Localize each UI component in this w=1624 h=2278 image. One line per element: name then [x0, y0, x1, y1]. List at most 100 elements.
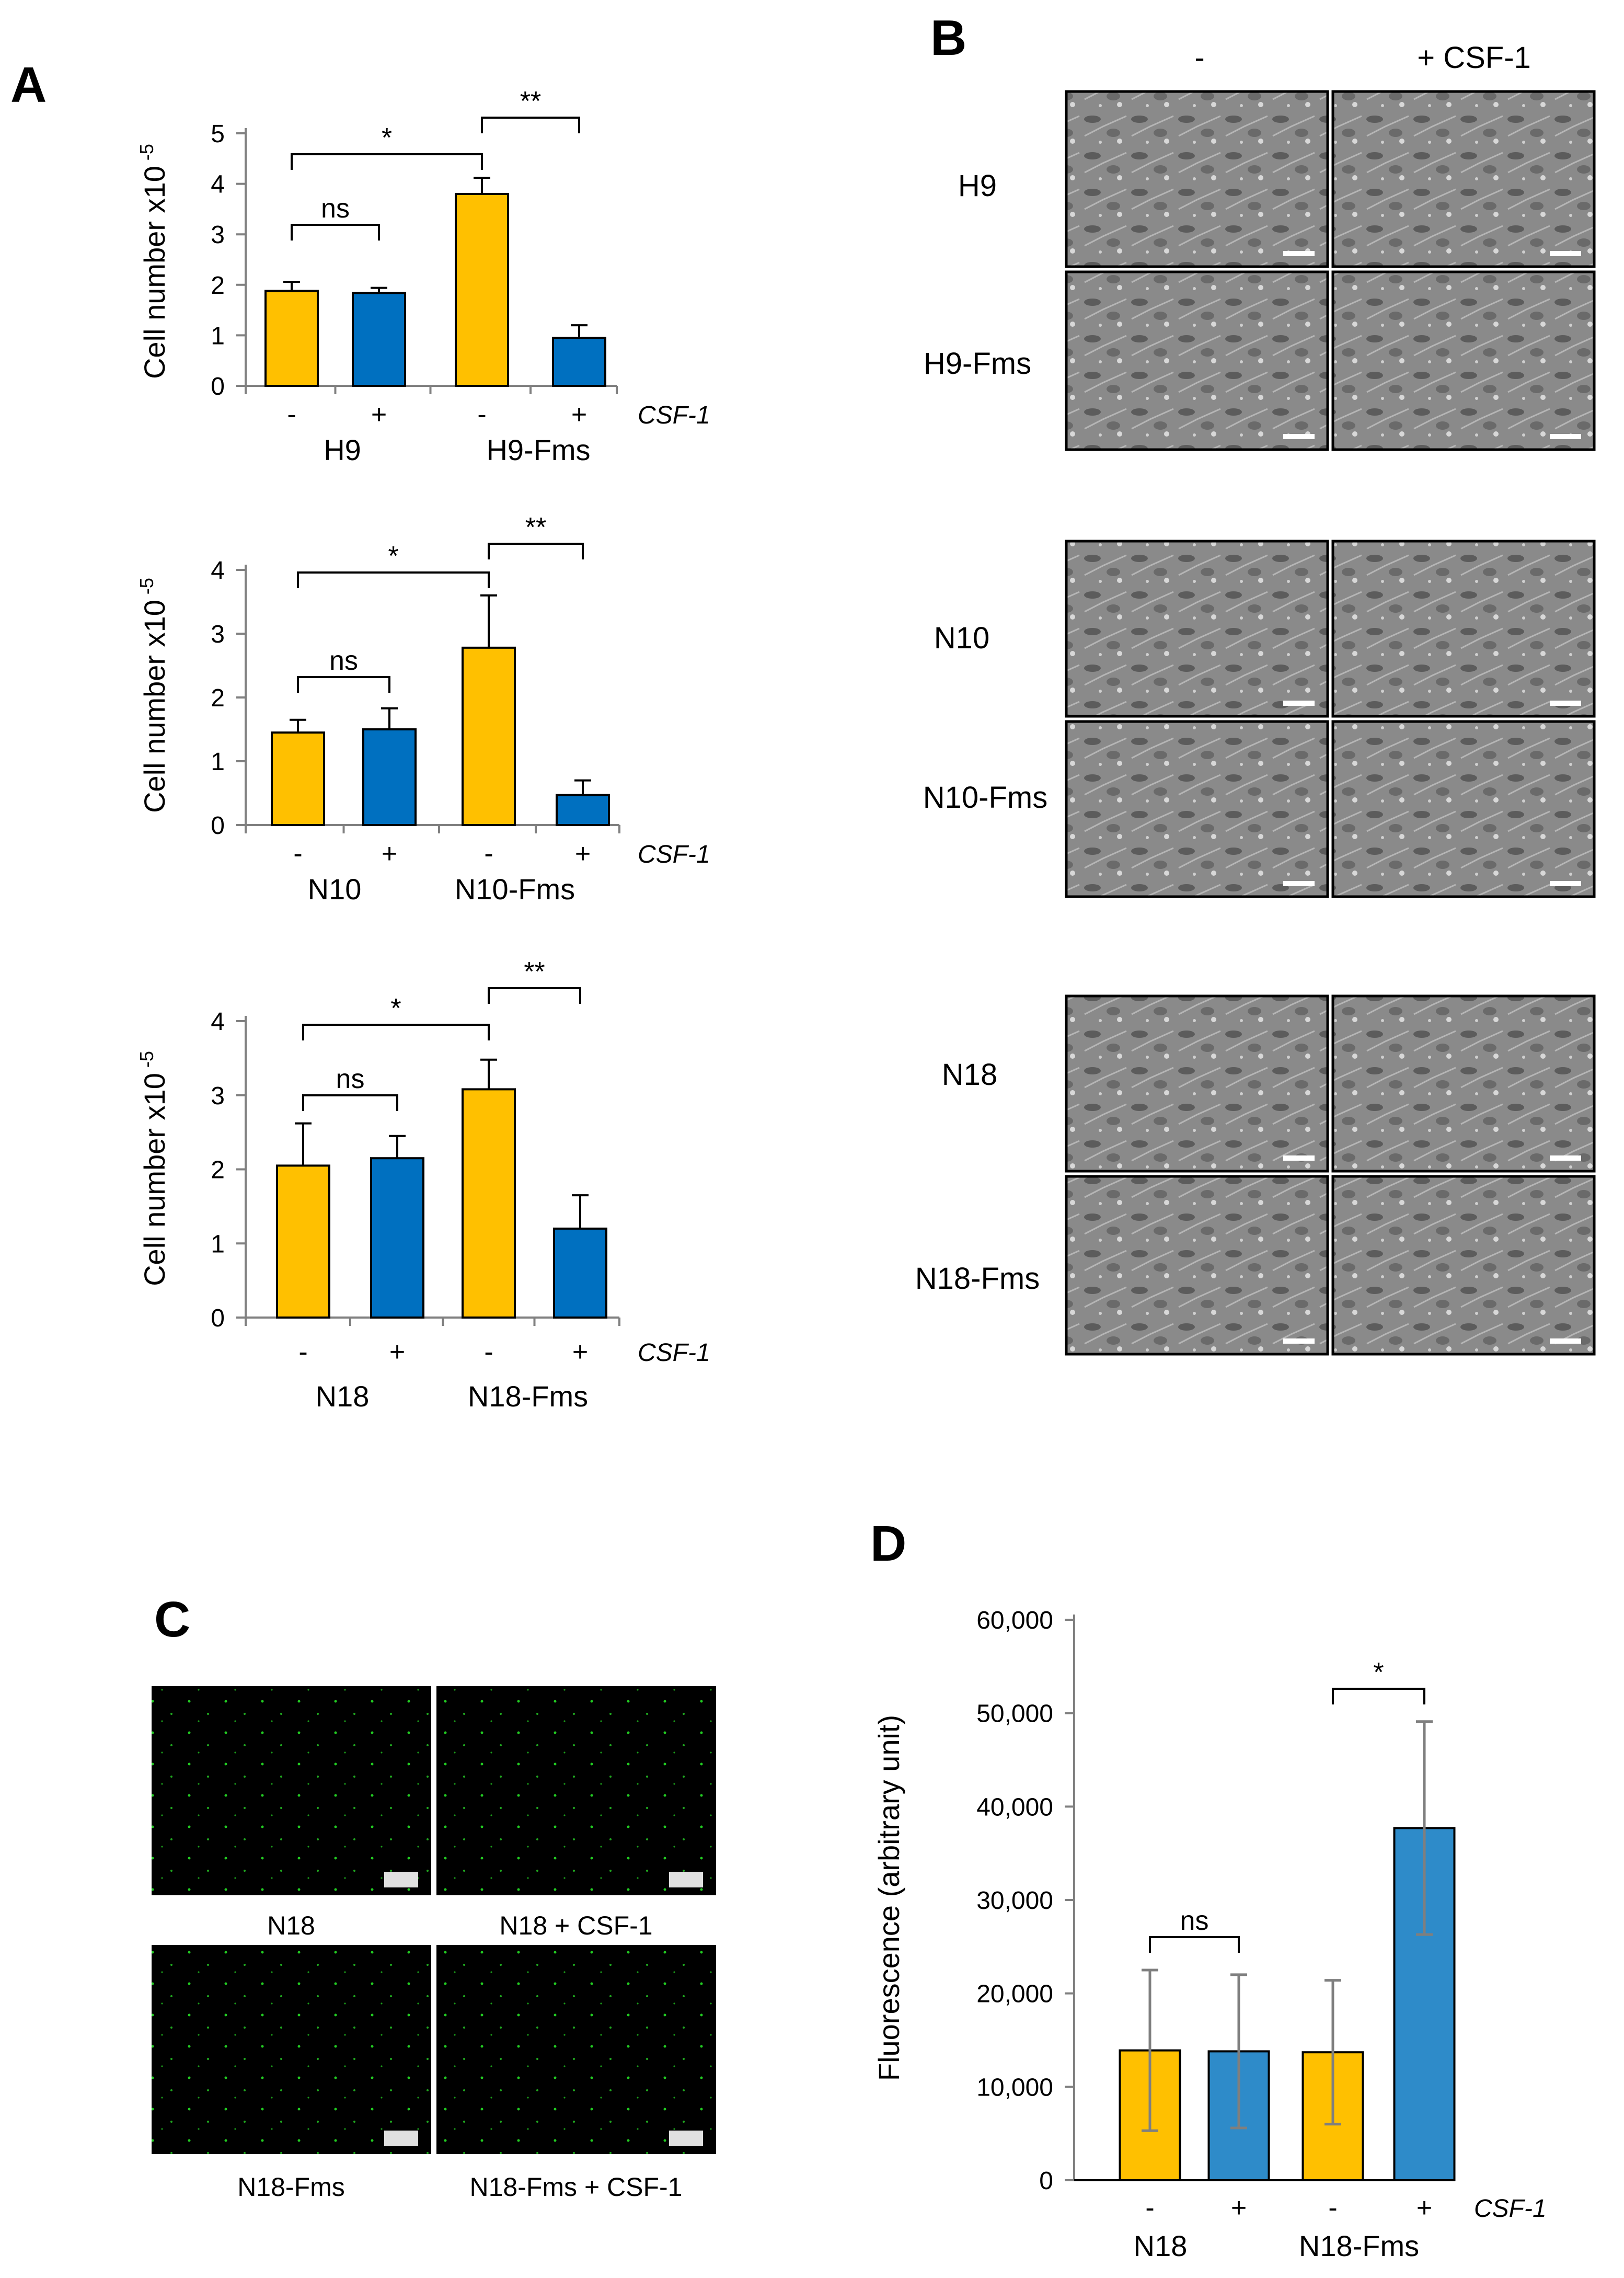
- error-bar: [1416, 1720, 1433, 1936]
- group-label: N10-Fms: [455, 873, 575, 906]
- factor-label: CSF-1: [638, 402, 710, 429]
- y-tick-label: 2: [211, 684, 225, 712]
- y-axis-exponent: -5: [136, 144, 157, 161]
- chart-a-h9: 0 1 2 3 4 5 Cell number x10-5 - + - + CSF-1 H9 H9-Fms…: [136, 86, 710, 466]
- error-bar: [389, 1135, 406, 1159]
- y-tick-label: 0: [211, 812, 225, 840]
- error-bar: [572, 1194, 589, 1229]
- panel-letter-a: A: [10, 57, 47, 113]
- y-axis-title: Fluorescence (arbitrary unit): [872, 1715, 905, 2081]
- y-tick-label: 1: [211, 1230, 225, 1258]
- group-label: H9-Fms: [486, 433, 590, 466]
- y-tick-label: 5: [211, 120, 225, 148]
- significance-label: *: [382, 123, 392, 153]
- significance-bracket: [297, 676, 390, 693]
- significance-label: *: [388, 541, 398, 571]
- x-category-label: -: [287, 399, 296, 430]
- error-bar: [571, 324, 588, 338]
- x-category-label: -: [484, 1337, 493, 1367]
- x-category-label: +: [572, 1337, 588, 1367]
- micrograph-n18-fms-csf1: [1331, 1175, 1596, 1356]
- significance-label: *: [390, 993, 401, 1024]
- group-label: N18: [1134, 2229, 1188, 2262]
- y-tick-label: 1: [211, 322, 225, 350]
- error-bar: [381, 707, 398, 729]
- significance-label: ns: [1180, 1906, 1209, 1936]
- micrograph-h9-minus: [1065, 90, 1329, 268]
- y-axis-exponent: -5: [136, 578, 157, 594]
- bar: [264, 290, 319, 387]
- group-label: N10: [308, 873, 362, 906]
- y-tick-label: 10,000: [976, 2074, 1053, 2101]
- scale-bars: [1283, 251, 1581, 1344]
- y-tick-label: 0: [211, 1304, 225, 1332]
- fluor-image-n18: [152, 1686, 431, 1895]
- x-category-label: -: [1145, 2193, 1154, 2223]
- y-tick-label: 4: [211, 171, 225, 199]
- y-axis-exponent: -5: [136, 1051, 157, 1068]
- row-label-n18: N18: [942, 1058, 997, 1092]
- y-axis-title: Cell number x10-5: [136, 144, 171, 379]
- significance-label: ns: [336, 1064, 365, 1094]
- y-tick-label: 1: [211, 748, 225, 776]
- micrograph-n18-fms-minus: [1065, 1175, 1329, 1356]
- y-tick-label: 0: [211, 373, 225, 400]
- factor-label: CSF-1: [638, 1339, 710, 1367]
- row-label-h9: H9: [958, 169, 997, 203]
- bar: [553, 1227, 607, 1319]
- error-bar: [371, 287, 387, 293]
- bar: [462, 646, 516, 826]
- x-category-label: -: [477, 399, 486, 430]
- y-tick-label: 20,000: [976, 1981, 1053, 2008]
- col-header-csf1: + CSF-1: [1417, 41, 1531, 75]
- row-label-n10: N10: [934, 621, 989, 655]
- row-label-n10-fms: N10-Fms: [923, 781, 1047, 815]
- bar: [455, 192, 509, 387]
- error-bar: [290, 718, 306, 733]
- error-bar: [574, 779, 591, 795]
- significance-label: **: [524, 957, 545, 987]
- x-category-label: -: [298, 1337, 307, 1367]
- bar: [276, 1164, 330, 1319]
- y-tick-label: 40,000: [976, 1793, 1053, 1821]
- bar: [556, 794, 610, 827]
- y-tick-label: 3: [211, 221, 225, 249]
- fluor-image-n18-fms-csf1: [436, 1945, 716, 2154]
- panel-letter-c: C: [154, 1592, 190, 1647]
- error-bar: [295, 1122, 312, 1166]
- error-bar: [1142, 1968, 1158, 2132]
- significance-label: ns: [329, 646, 358, 676]
- y-tick-label: 50,000: [976, 1700, 1053, 1728]
- significance-label: *: [1373, 1657, 1384, 1688]
- x-category-label: -: [293, 839, 302, 869]
- x-category-label: +: [382, 839, 397, 869]
- y-tick-label: 30,000: [976, 1887, 1053, 1915]
- group-label: N18: [316, 1380, 370, 1413]
- x-category-label: +: [1416, 2193, 1432, 2223]
- micrograph-n10-fms-csf1: [1331, 720, 1596, 898]
- micrograph-n10-csf1: [1331, 540, 1596, 718]
- y-tick-label: 60,000: [976, 1607, 1053, 1634]
- x-category-label: -: [1328, 2193, 1337, 2223]
- factor-label: CSF-1: [1474, 2195, 1547, 2223]
- group-label: N18-Fms: [468, 1380, 588, 1413]
- bar: [552, 337, 606, 387]
- col-header-minus: -: [1194, 41, 1204, 75]
- factor-label: CSF-1: [638, 841, 710, 868]
- significance-bracket: [488, 987, 581, 1004]
- bar: [370, 1157, 424, 1319]
- x-category-label: +: [371, 399, 387, 430]
- group-label: H9: [324, 433, 361, 466]
- y-tick-label: 2: [211, 1157, 225, 1184]
- significance-bracket: [302, 1024, 490, 1040]
- row-label-h9-fms: H9-Fms: [924, 347, 1031, 381]
- y-axis-title: Cell number x10-5: [136, 1051, 171, 1286]
- significance-bracket: [1332, 1688, 1425, 1704]
- significance-label: **: [525, 512, 546, 543]
- caption-n18-csf1: N18 + CSF-1: [499, 1911, 652, 1940]
- y-tick-label: 0: [1039, 2167, 1053, 2195]
- caption-n18-fms-csf1: N18-Fms + CSF-1: [469, 2172, 682, 2202]
- y-tick-label: 4: [211, 557, 225, 585]
- bar: [462, 1088, 516, 1319]
- significance-label: **: [520, 86, 541, 117]
